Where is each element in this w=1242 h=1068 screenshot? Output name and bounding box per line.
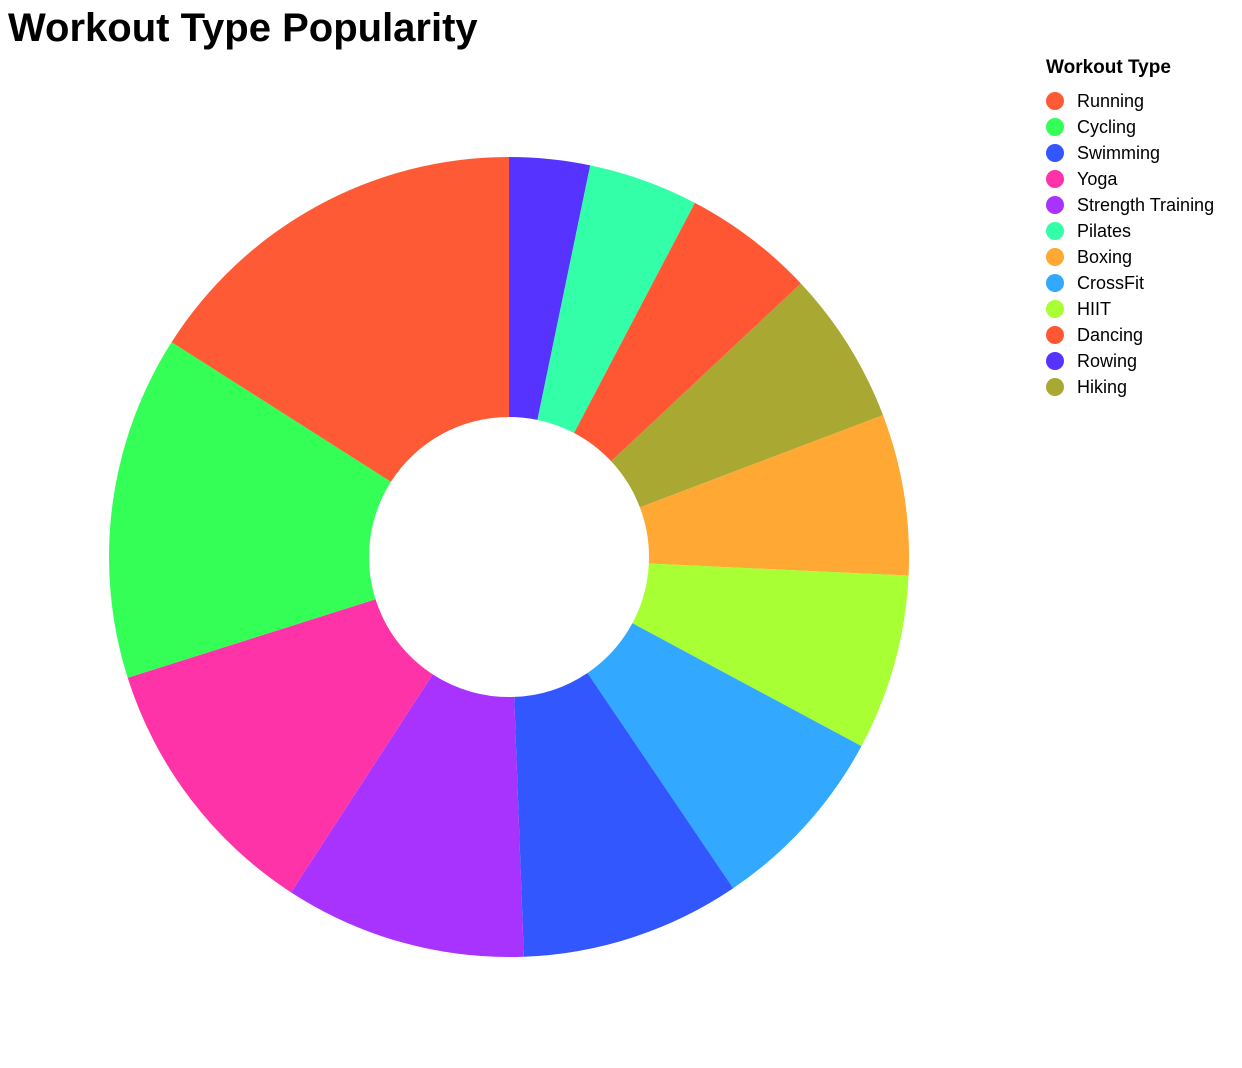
slice-strength-training [291,674,524,957]
legend-title: Workout Type [1046,57,1171,78]
legend-swatch [1046,222,1064,240]
legend-label: Dancing [1077,324,1144,345]
legend-item-hiit: HIIT [1046,296,1214,322]
chart-title: Workout Type Popularity [8,6,478,50]
legend-item-yoga: Yoga [1046,166,1214,192]
slice-cycling [108,342,391,678]
legend-item-cycling: Cycling [1046,114,1214,140]
legend-swatch [1046,274,1064,292]
legend: Workout Type Running Cycling Swimming Yoga S… [1046,56,1214,400]
legend-item-dancing: Dancing [1046,322,1214,348]
slice-running [171,157,509,482]
legend-swatch [1046,326,1064,344]
legend-item-running: Running [1046,88,1214,114]
slice-crossfit [587,623,862,889]
legend-swatch [1046,378,1064,396]
legend-label: Cycling [1077,116,1137,137]
legend-item-hiking: Hiking [1046,374,1214,400]
legend-swatch [1046,248,1064,266]
legend-label: CrossFit [1077,272,1144,293]
legend-label: Boxing [1077,246,1133,267]
legend-item-crossfit: CrossFit [1046,270,1214,296]
slice-hiking [611,283,884,508]
legend-label: Pilates [1077,220,1132,241]
legend-label: Hiking [1077,376,1128,397]
legend-items: Running Cycling Swimming Yoga Strength Train… [1046,88,1214,400]
legend-swatch [1046,300,1064,318]
slice-dancing [574,202,801,462]
legend-item-pilates: Pilates [1046,218,1214,244]
slice-hiit [632,563,909,747]
legend-item-rowing: Rowing [1046,348,1214,374]
slice-swimming [514,672,734,957]
legend-swatch [1046,118,1064,136]
legend-label: Rowing [1077,350,1138,371]
slice-rowing [509,157,591,420]
legend-label: HIIT [1077,298,1111,319]
legend-label: Strength Training [1077,194,1215,215]
legend-swatch [1046,144,1064,162]
slice-boxing [639,415,909,576]
legend-swatch [1046,196,1064,214]
slice-yoga [127,599,433,893]
legend-label: Yoga [1077,168,1118,189]
legend-item-boxing: Boxing [1046,244,1214,270]
slice-pilates [537,165,695,434]
legend-swatch [1046,92,1064,110]
legend-swatch [1046,170,1064,188]
legend-label: Swimming [1077,142,1161,163]
legend-label: Running [1077,90,1145,111]
legend-item-swimming: Swimming [1046,140,1214,166]
legend-item-strength-training: Strength Training [1046,192,1214,218]
legend-swatch [1046,352,1064,370]
